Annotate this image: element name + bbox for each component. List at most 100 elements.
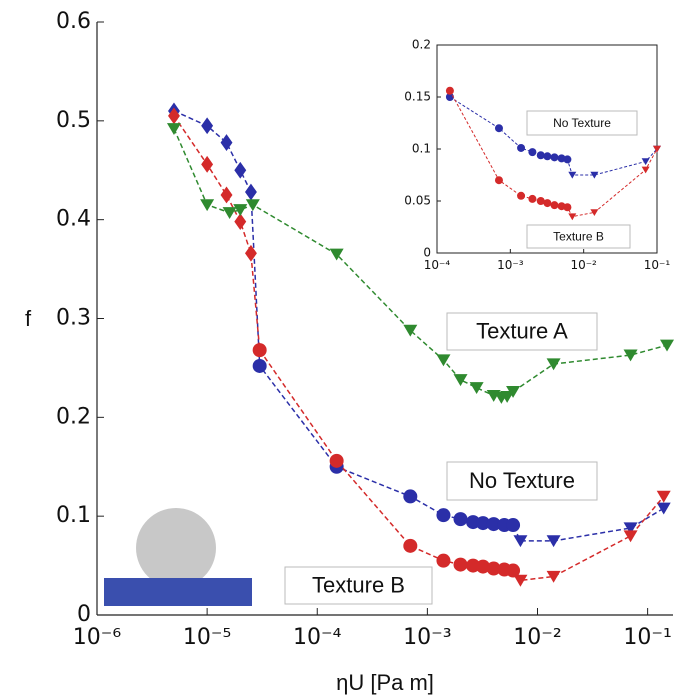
marker [528,148,537,157]
annotation-box [526,224,631,249]
marker [653,145,661,153]
marker [546,358,561,371]
marker [506,563,521,578]
marker [403,538,418,553]
marker [201,155,214,173]
marker [536,197,545,205]
series-line [173,128,668,399]
marker [200,199,215,212]
marker [546,570,561,583]
y-tick-label: 0.1 [56,503,91,528]
y-tick-label: 0.5 [56,108,91,133]
substrate-icon [104,578,252,606]
marker [623,349,638,362]
marker [244,244,257,262]
marker [453,557,468,572]
marker [453,512,468,527]
annotation: Texture B [553,230,604,244]
marker [513,574,528,587]
marker [506,386,521,398]
marker [550,153,559,162]
x-tick-label: 10⁻⁵ [183,625,231,650]
x-tick-label: 10⁻³ [403,625,451,650]
chart-1: 0 0.05 0.1 0.15 0.2 10⁻⁴ 10⁻³ 10⁻² 10⁻¹ No Textur… [404,38,670,273]
marker [486,517,501,532]
marker [494,176,503,185]
marker [590,171,599,179]
marker [641,166,650,174]
marker [563,155,572,164]
y-tick-label: 0 [77,602,91,627]
marker [233,204,248,217]
y-tick-label: 0.1 [412,142,431,156]
marker [656,502,671,515]
annotation-box [284,566,433,605]
marker [546,535,561,548]
marker [563,203,572,212]
marker [486,561,501,576]
marker [436,553,451,568]
marker [494,124,503,133]
marker [550,201,559,210]
marker [500,390,515,403]
marker [660,339,675,352]
marker [329,453,344,468]
marker [469,382,484,394]
marker [234,161,247,179]
marker [476,559,491,574]
marker [436,354,451,367]
y-tick-label: 0.15 [404,90,431,104]
y-axis-label: f [25,306,32,331]
marker [403,489,418,504]
marker [252,358,267,373]
marker [445,93,454,101]
y-tick-label: 0.2 [56,404,91,429]
plot-frame [436,44,658,254]
marker [166,123,181,136]
x-axis-label: ηU [Pa m] [336,670,434,695]
annotation: No Texture [469,468,575,493]
marker [568,171,577,179]
marker [329,248,344,261]
x-tick-label: 10⁻³ [497,258,524,272]
marker [453,374,468,387]
annotation-box [526,110,638,136]
marker [436,508,451,523]
y-tick-label: 0.05 [404,194,431,208]
droplet-icon [136,508,216,588]
marker [568,213,577,221]
marker [590,209,599,217]
marker [201,117,214,135]
x-tick-label: 10⁻⁴ [424,258,451,272]
marker [536,151,545,160]
marker [403,324,418,337]
marker [245,199,260,212]
marker [220,186,233,204]
x-tick-label: 10⁻² [570,258,597,272]
annotation: Texture A [476,318,568,343]
marker [528,194,537,203]
marker [168,107,180,125]
y-tick-label: 0.6 [56,9,91,34]
marker [252,343,267,358]
annotation: No Texture [553,116,611,130]
marker [623,522,638,535]
annotation-box [446,312,598,351]
x-tick-label: 10⁻¹ [644,258,671,272]
x-tick-label: 10⁻¹ [623,625,671,650]
annotation: Texture B [312,572,405,597]
marker [543,152,552,161]
marker [445,86,454,95]
y-tick-label: 0 [423,246,431,260]
marker [234,213,247,231]
marker [476,516,491,531]
annotation-box [446,461,598,501]
y-tick-label: 0.3 [56,306,91,331]
y-tick-label: 0.2 [412,38,431,52]
marker [244,183,257,201]
x-tick-label: 10⁻² [513,625,561,650]
y-tick-label: 0.4 [56,207,91,232]
marker [656,490,671,503]
x-tick-label: 10⁻⁴ [293,625,342,650]
marker [220,134,233,151]
